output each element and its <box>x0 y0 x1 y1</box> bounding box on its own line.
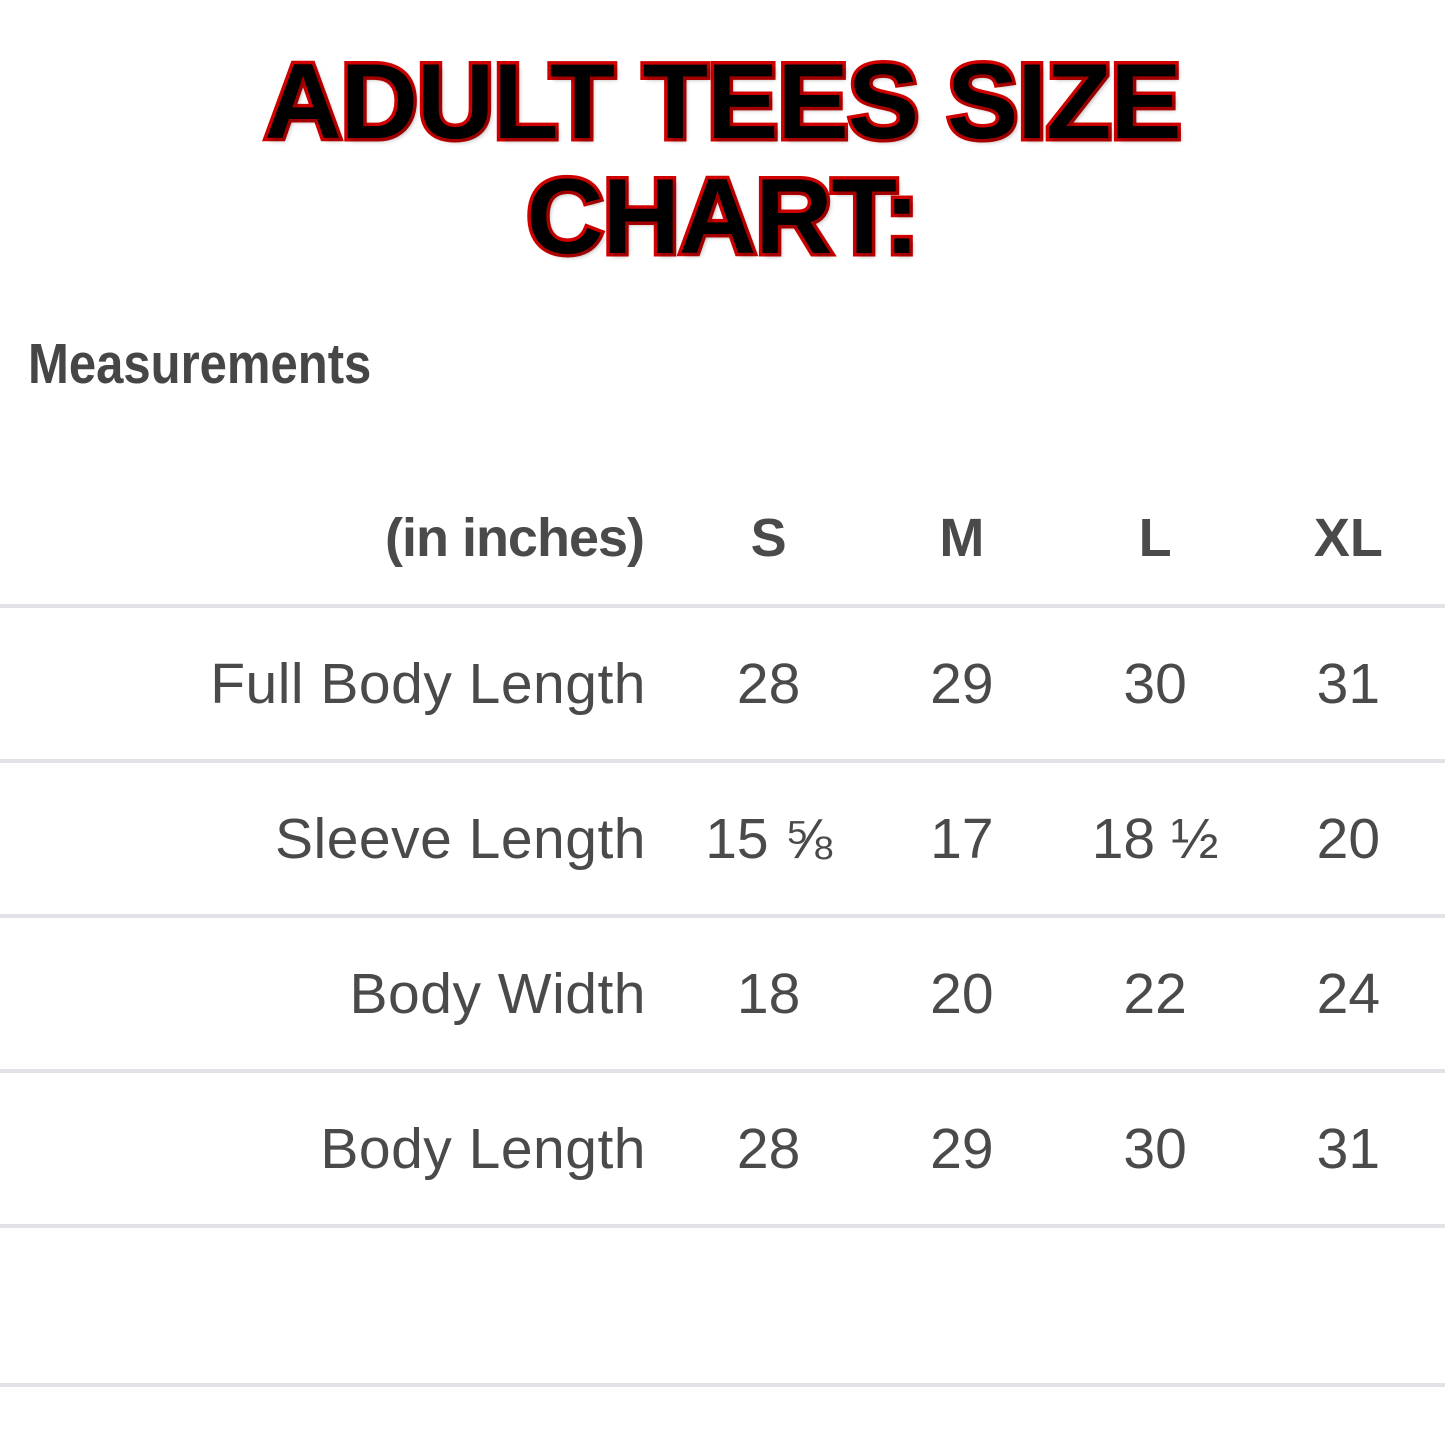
page-title-line-2: CHART: <box>523 155 923 277</box>
cell-l: 18 ½ <box>1091 806 1219 871</box>
row-label: Full Body Length <box>210 651 646 716</box>
cell-s <box>672 1385 865 1445</box>
row-label <box>0 1385 672 1445</box>
cell-xl <box>1252 1385 1445 1445</box>
cell-xl: 31 <box>1316 1116 1381 1181</box>
cell-m: 20 <box>930 961 994 1026</box>
column-header-xl: XL <box>1313 508 1383 568</box>
column-header-l: L <box>1138 508 1172 568</box>
cell-s <box>672 1226 865 1385</box>
cell-l: 22 <box>1123 961 1187 1026</box>
row-label <box>0 1226 672 1385</box>
column-header-s: S <box>750 508 787 568</box>
page-title-line-1: ADULT TEES SIZE <box>261 40 1185 162</box>
row-label: Body Length <box>320 1116 646 1181</box>
table-header: (in inches) S M L XL <box>0 472 1445 606</box>
table-header-row: (in inches) S M L XL <box>0 472 1445 606</box>
cell-xl: 24 <box>1316 961 1381 1026</box>
table-body: Full Body Length 28 29 30 31 Sleeve Leng… <box>0 606 1445 1445</box>
size-chart-table: (in inches) S M L XL Full Body Length 28… <box>0 472 1445 1445</box>
cell-m: 29 <box>930 651 994 716</box>
table-row: Body Length 28 29 30 31 <box>0 1071 1445 1226</box>
table-row: Full Body Length 28 29 30 31 <box>0 606 1445 761</box>
cell-l: 30 <box>1123 651 1187 716</box>
cell-xl <box>1252 1226 1445 1385</box>
cell-m <box>865 1385 1058 1445</box>
page-title: ADULT TEES SIZE CHART: <box>0 40 1445 277</box>
cell-s: 28 <box>736 1116 801 1181</box>
cell-m: 17 <box>930 806 994 871</box>
column-header-m: M <box>939 508 985 568</box>
cell-l: 30 <box>1123 1116 1187 1181</box>
column-header-unit: (in inches) <box>384 508 645 568</box>
measurements-heading: Measurements <box>28 332 372 396</box>
cell-xl: 20 <box>1316 806 1381 871</box>
table-row <box>0 1226 1445 1385</box>
row-label: Body Width <box>349 961 646 1026</box>
table-row <box>0 1385 1445 1445</box>
cell-m: 29 <box>930 1116 994 1181</box>
cell-l <box>1059 1226 1252 1385</box>
row-label: Sleeve Length <box>275 806 646 871</box>
cell-m <box>865 1226 1058 1385</box>
cell-s: 18 <box>736 961 801 1026</box>
cell-s: 28 <box>736 651 801 716</box>
table-row: Body Width 18 20 22 24 <box>0 916 1445 1071</box>
cell-xl: 31 <box>1316 651 1381 716</box>
cell-s: 15 ⅝ <box>705 806 833 871</box>
table-row: Sleeve Length 15 ⅝ 17 18 ½ 20 <box>0 761 1445 916</box>
cell-l <box>1059 1385 1252 1445</box>
